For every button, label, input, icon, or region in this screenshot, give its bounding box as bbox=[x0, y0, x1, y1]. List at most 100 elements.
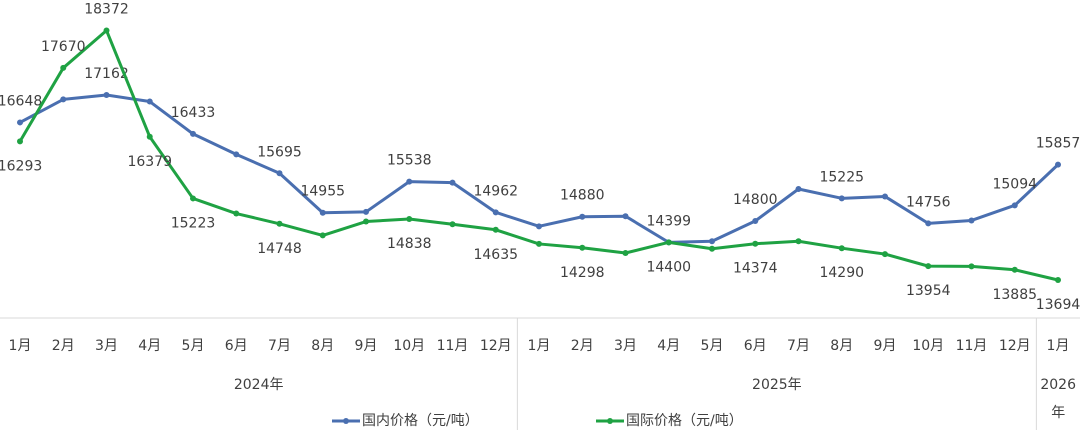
x-tick-label: 10月 bbox=[393, 338, 425, 354]
data-point bbox=[60, 64, 67, 71]
x-tick-label: 11月 bbox=[437, 338, 469, 354]
data-label: 14800 bbox=[733, 192, 778, 208]
data-point bbox=[492, 209, 499, 216]
x-tick-label: 6月 bbox=[744, 338, 767, 354]
data-point bbox=[1011, 202, 1018, 209]
data-label: 16379 bbox=[127, 154, 172, 170]
data-label: 18372 bbox=[84, 1, 129, 17]
data-label: 15857 bbox=[1036, 136, 1080, 152]
data-point bbox=[882, 193, 888, 200]
data-label: 14756 bbox=[906, 194, 951, 210]
data-point bbox=[795, 238, 802, 245]
data-point bbox=[146, 98, 153, 105]
x-tick-label: 8月 bbox=[830, 338, 853, 354]
data-label: 14838 bbox=[387, 236, 432, 252]
data-label: 14374 bbox=[733, 261, 778, 277]
data-point bbox=[882, 251, 888, 258]
data-label: 14399 bbox=[646, 213, 691, 229]
legend-marker bbox=[343, 418, 349, 424]
data-point bbox=[1055, 276, 1061, 283]
data-point bbox=[838, 195, 845, 202]
data-point bbox=[622, 213, 629, 220]
data-point bbox=[665, 239, 672, 246]
data-label: 14298 bbox=[560, 265, 605, 281]
data-label: 14962 bbox=[473, 183, 518, 199]
data-point bbox=[449, 221, 456, 228]
data-label: 13694 bbox=[1036, 297, 1080, 313]
data-point bbox=[449, 179, 456, 186]
x-tick-label: 2月 bbox=[52, 338, 75, 354]
x-tick-label: 3月 bbox=[614, 338, 637, 354]
data-point bbox=[146, 133, 153, 140]
x-tick-label: 12月 bbox=[999, 338, 1031, 354]
data-label: 14400 bbox=[646, 259, 691, 275]
data-label: 15223 bbox=[171, 215, 216, 231]
data-label: 16293 bbox=[0, 158, 42, 174]
x-tick-label: 10月 bbox=[912, 338, 944, 354]
data-label: 17162 bbox=[84, 66, 129, 82]
data-point bbox=[363, 208, 369, 215]
group-label: 2025年 bbox=[752, 377, 802, 393]
data-point bbox=[838, 245, 845, 252]
x-tick-label: 2月 bbox=[571, 338, 594, 354]
x-tick-label: 9月 bbox=[874, 338, 897, 354]
data-point bbox=[925, 263, 932, 270]
data-point bbox=[622, 250, 629, 256]
data-point bbox=[406, 215, 413, 222]
data-point bbox=[579, 244, 586, 251]
data-point bbox=[406, 178, 413, 185]
data-point bbox=[60, 96, 67, 103]
data-point bbox=[968, 217, 975, 224]
data-point bbox=[709, 238, 715, 245]
x-tick-label: 7月 bbox=[268, 338, 291, 354]
legend-label: 国内价格（元/吨） bbox=[362, 413, 479, 429]
data-point bbox=[319, 232, 326, 239]
data-label: 14748 bbox=[257, 241, 302, 257]
data-point bbox=[1055, 161, 1061, 168]
data-point bbox=[925, 220, 932, 227]
data-label: 15695 bbox=[257, 144, 302, 160]
x-tick-label: 1月 bbox=[1047, 338, 1070, 354]
data-label: 14290 bbox=[819, 265, 864, 281]
data-point bbox=[233, 210, 240, 217]
x-tick-label: 1月 bbox=[528, 338, 551, 354]
data-label: 15094 bbox=[992, 176, 1037, 192]
data-point bbox=[795, 186, 802, 192]
x-tick-label: 5月 bbox=[182, 338, 205, 354]
data-point bbox=[17, 138, 23, 145]
data-label: 17670 bbox=[41, 39, 86, 55]
data-point bbox=[536, 223, 542, 230]
data-point bbox=[17, 119, 23, 126]
x-tick-label: 12月 bbox=[480, 338, 512, 354]
x-tick-label: 1月 bbox=[9, 338, 32, 354]
data-label: 16648 bbox=[0, 93, 42, 109]
data-point bbox=[103, 92, 110, 99]
legend-marker bbox=[607, 418, 613, 424]
x-tick-label: 6月 bbox=[225, 338, 248, 354]
group-label: 2024年 bbox=[234, 377, 284, 393]
data-point bbox=[190, 130, 196, 137]
x-tick-label: 9月 bbox=[355, 338, 378, 354]
legend-label: 国际价格（元/吨） bbox=[626, 413, 743, 429]
data-point bbox=[233, 151, 240, 158]
x-tick-label: 8月 bbox=[311, 338, 334, 354]
data-label: 14635 bbox=[473, 247, 518, 263]
data-point bbox=[492, 226, 499, 233]
data-point bbox=[276, 220, 283, 227]
data-point bbox=[579, 213, 586, 220]
data-point bbox=[1011, 266, 1018, 273]
data-point bbox=[103, 27, 110, 34]
x-tick-label: 4月 bbox=[657, 338, 680, 354]
data-label: 15225 bbox=[819, 169, 864, 185]
data-label: 14880 bbox=[560, 188, 605, 204]
data-point bbox=[709, 245, 715, 252]
data-label: 13885 bbox=[992, 287, 1037, 303]
data-point bbox=[752, 218, 759, 224]
data-point bbox=[190, 195, 196, 202]
data-point bbox=[319, 209, 326, 216]
group-label: 2026 年 bbox=[1040, 377, 1076, 421]
data-label: 14955 bbox=[300, 184, 345, 200]
data-point bbox=[276, 170, 283, 177]
x-tick-label: 3月 bbox=[95, 338, 118, 354]
